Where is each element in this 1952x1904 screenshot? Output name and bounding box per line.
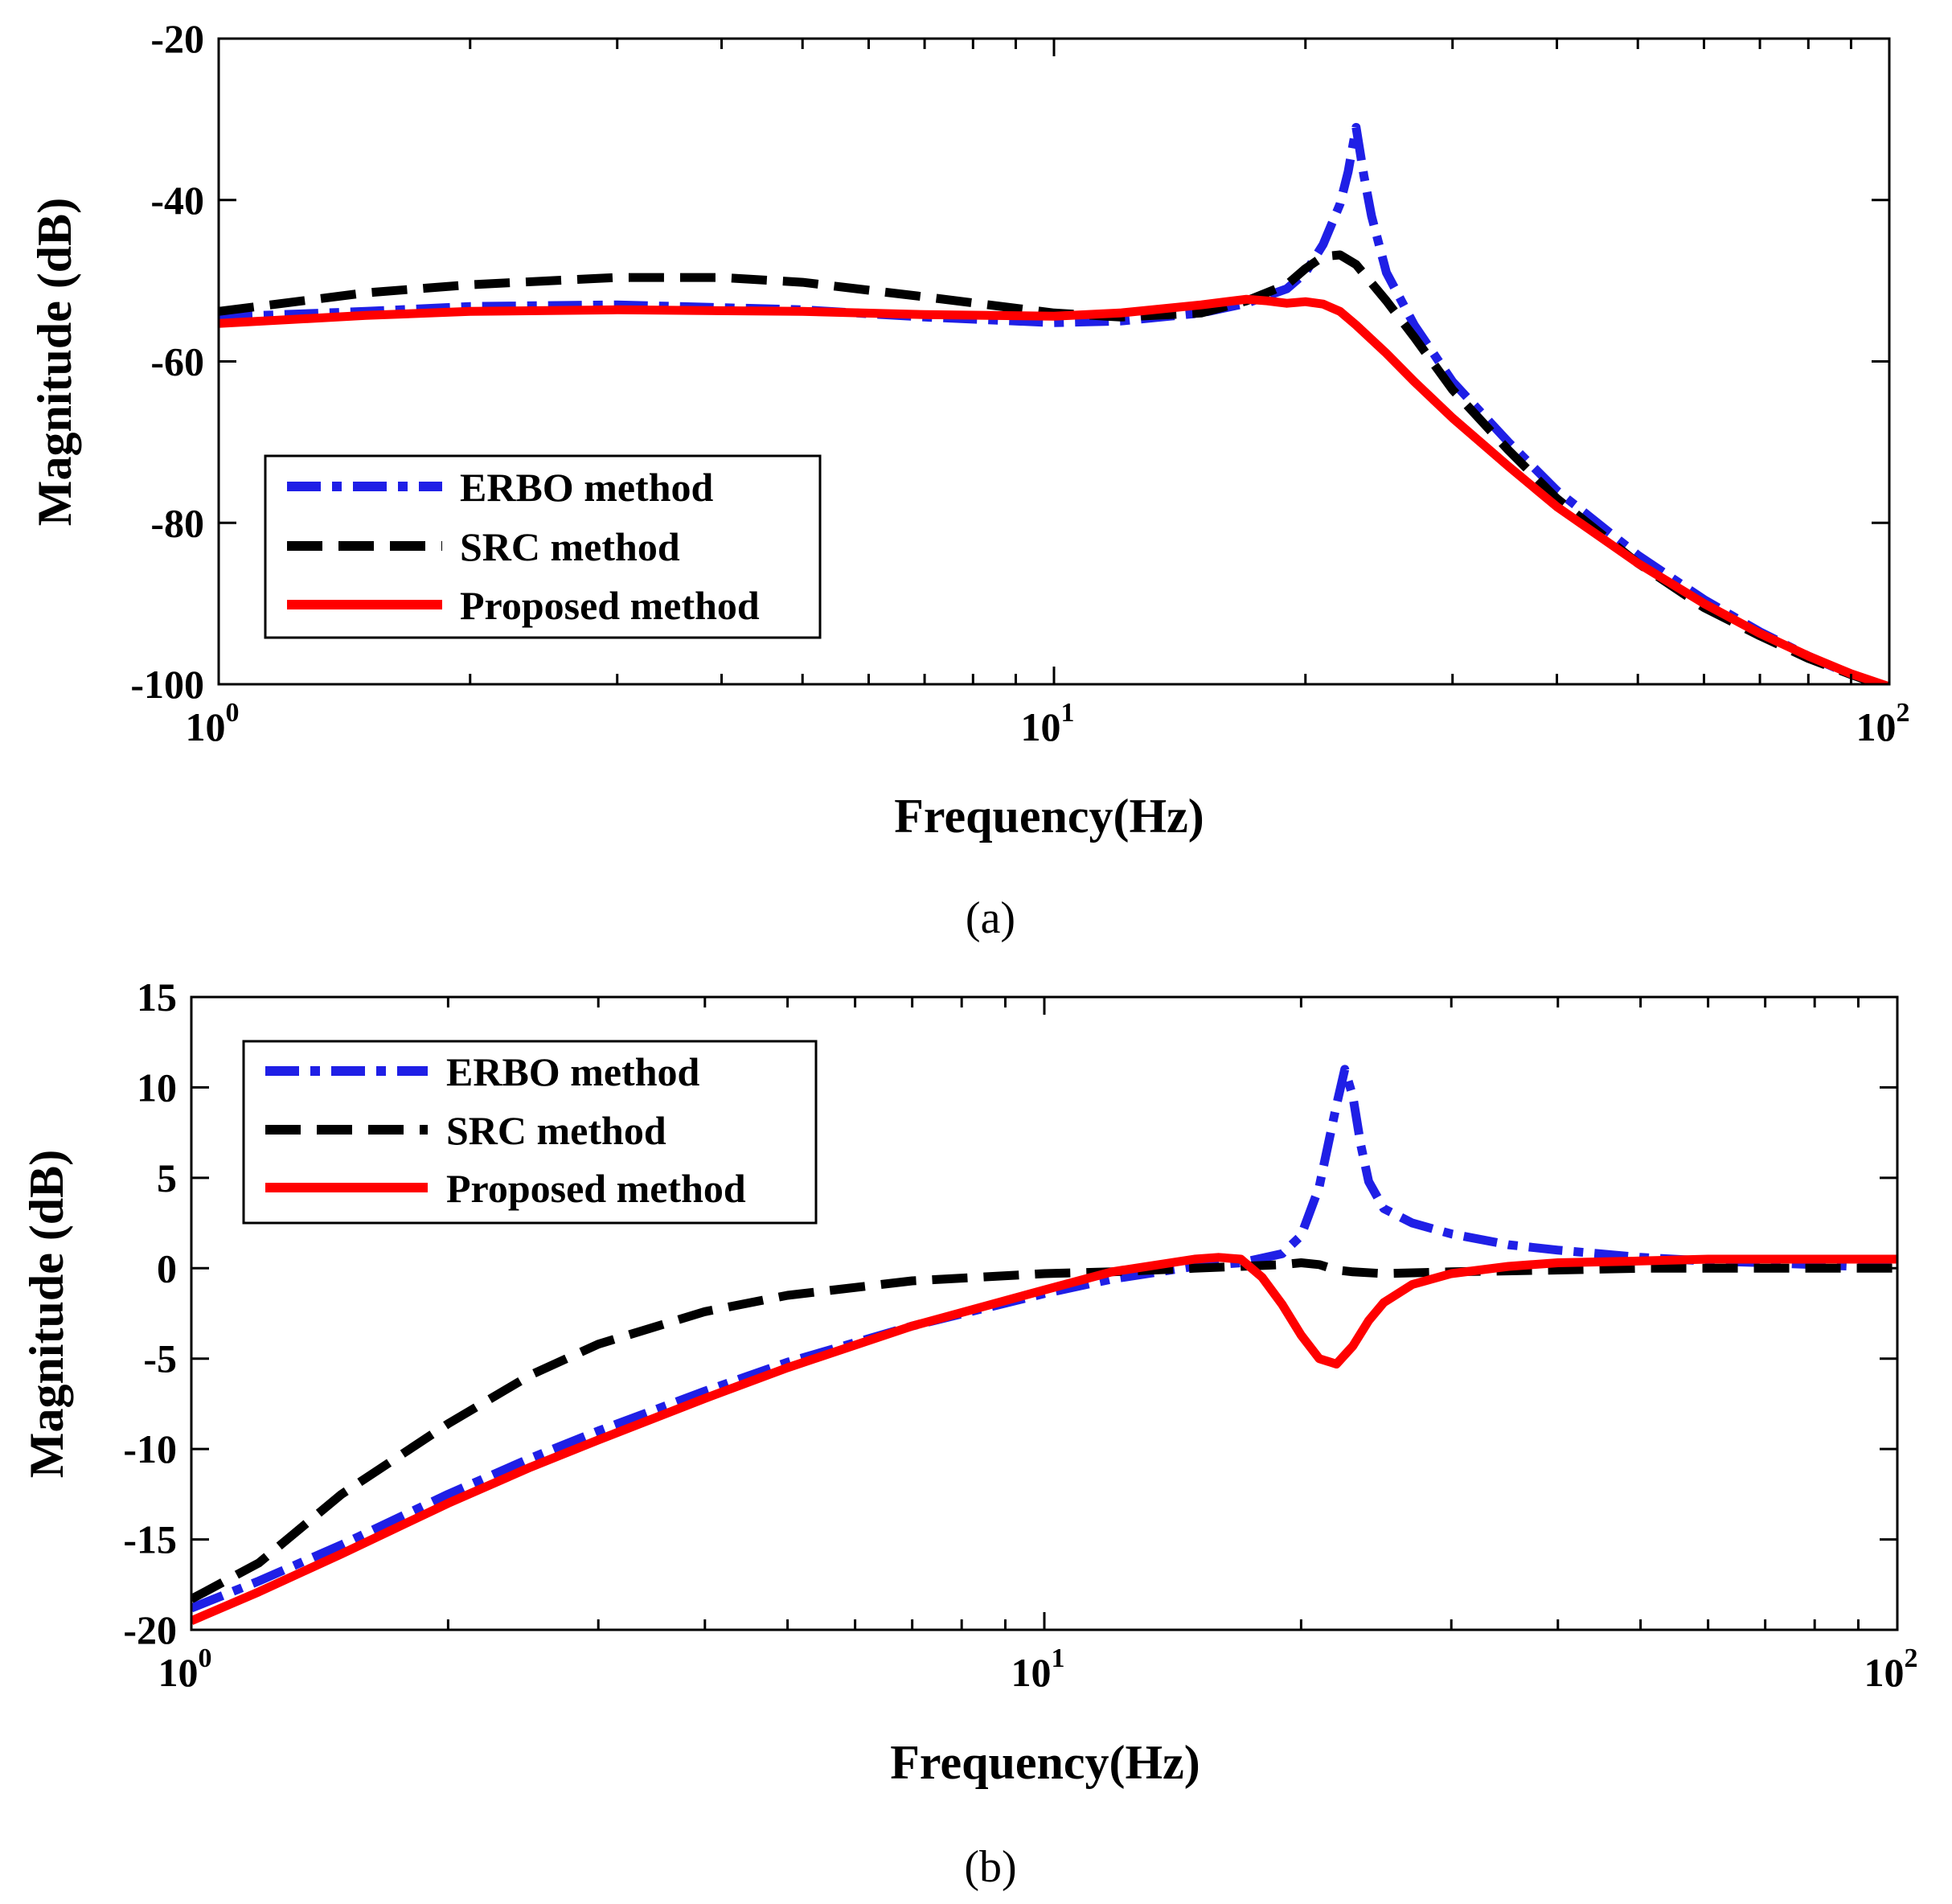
panel-a-y-tick-label: -100 (130, 662, 204, 707)
panel-a-y-tick-label: -80 (150, 500, 204, 545)
panel-b-y-tick-label: 5 (157, 1155, 177, 1200)
panel-b-caption: (b) (964, 1842, 1016, 1892)
panel-a-series-line-2 (219, 294, 1889, 684)
panel-b-series-line-0 (191, 1065, 1897, 1613)
panel-a-y-tick-label: -60 (150, 339, 204, 384)
panel-a-legend-label-proposed: Proposed method (460, 583, 760, 628)
panel-b-y-axis-title: Magnitude (dB) (20, 1150, 73, 1478)
panel-a-legend: ERBO method SRC method Proposed method (264, 454, 822, 639)
panel-b-legend-label-erbo: ERBO method (446, 1049, 700, 1094)
panel-b-legend: ERBO method SRC method Proposed method (242, 1040, 818, 1225)
panel-b-y-tick-label: -15 (123, 1517, 177, 1562)
panel-a-x-tick-label: 100 (186, 698, 240, 749)
panel-b-y-tick-label: 10 (137, 1065, 177, 1110)
panel-b-x-ticks: 100 101 102 (158, 997, 1918, 1695)
panel-a-legend-label-src: SRC method (460, 524, 680, 569)
panel-a-y-axis-title: Magnitude (dB) (28, 198, 81, 526)
panel-b-legend-label-proposed: Proposed method (446, 1166, 746, 1211)
panel-a-x-tick-label: 101 (1021, 698, 1075, 749)
panel-b-x-tick-label: 100 (158, 1643, 212, 1695)
panel-b-y-tick-label: 0 (157, 1245, 177, 1291)
panel-b-y-tick-label: -10 (123, 1426, 177, 1471)
panel-a-x-tick-label: 102 (1856, 698, 1910, 749)
panel-a: -20 -40 -60 -80 -100 100 101 102 Frequency(Hz)… (28, 16, 1910, 943)
panel-b-legend-label-src: SRC method (446, 1108, 666, 1153)
panel-a-y-ticks: -20 -40 -60 -80 -100 (130, 16, 1889, 707)
panel-b-x-tick-label: 102 (1864, 1643, 1918, 1695)
panel-a-series (219, 122, 1889, 684)
panel-b-y-tick-label: -5 (143, 1336, 177, 1381)
panel-b-y-tick-label: -20 (123, 1607, 177, 1652)
panel-b-series-line-1 (191, 1258, 1897, 1603)
panel-b: 15 10 5 0 -5 -10 -15 -20 100 101 102 Frequency(Hz… (20, 975, 1918, 1892)
panel-b-x-axis-title: Frequency(Hz) (890, 1736, 1199, 1789)
panel-b-series (191, 1065, 1897, 1625)
panel-b-y-ticks: 15 10 5 0 -5 -10 -15 -20 (123, 975, 1897, 1652)
panel-a-x-axis-title: Frequency(Hz) (894, 790, 1204, 843)
panel-b-series-line-2 (191, 1253, 1897, 1625)
panel-a-y-tick-label: -20 (150, 16, 204, 61)
panel-b-x-tick-label: 101 (1011, 1643, 1065, 1695)
panel-a-y-tick-label: -40 (150, 178, 204, 223)
panel-b-y-tick-label: 15 (137, 975, 177, 1020)
panel-a-x-ticks: 100 101 102 (186, 39, 1910, 749)
panel-a-legend-label-erbo: ERBO method (460, 465, 714, 510)
panel-a-caption: (a) (966, 893, 1015, 943)
